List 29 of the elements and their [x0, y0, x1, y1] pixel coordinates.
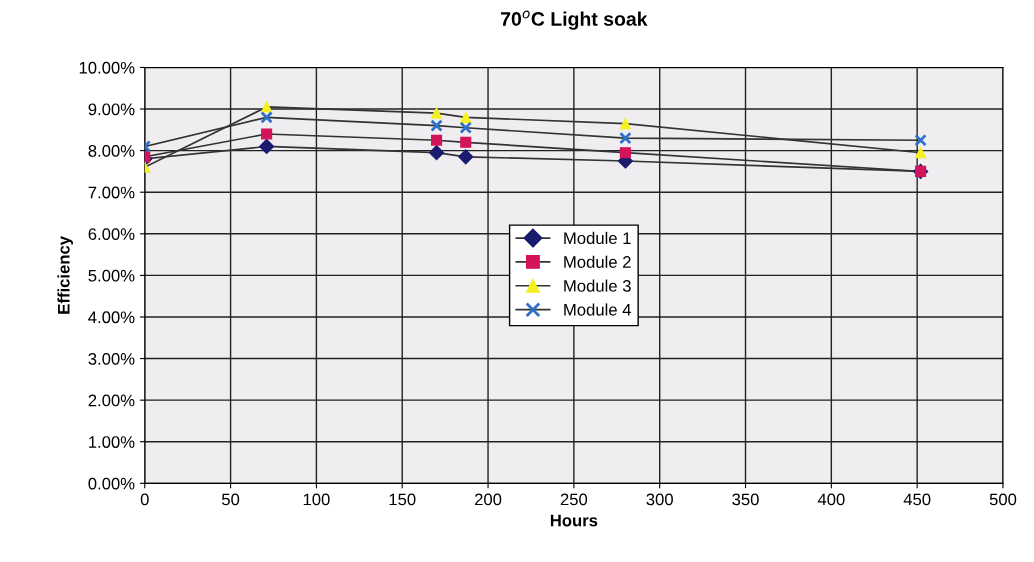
legend-label: Module 4 [564, 303, 631, 316]
legend-label: Module 3 [564, 279, 631, 292]
y-tick-label: 7.00% [88, 186, 135, 199]
x-tick-label: 350 [732, 493, 759, 506]
y-tick-label: 5.00% [88, 269, 135, 282]
y-tick-label: 0.00% [88, 477, 135, 490]
x-tick-label: 50 [221, 493, 240, 506]
y-tick-label: 6.00% [88, 228, 135, 240]
y-tick-label: 9.00% [88, 103, 135, 116]
y-tick-label: 4.00% [88, 311, 135, 324]
chart-title: 70$^{o}$C Light soak [501, 10, 648, 30]
legend-label: Module 2 [564, 255, 631, 268]
x-axis-title: Hours [550, 514, 598, 527]
legend-label: Module 1 [564, 231, 631, 245]
y-tick-label: 3.00% [88, 352, 135, 365]
x-tick-label: 500 [989, 493, 1017, 506]
x-tick-label: 200 [474, 493, 502, 506]
x-tick-label: 150 [389, 493, 416, 506]
x-tick-label: 250 [560, 493, 588, 506]
x-tick-label: 0 [140, 493, 149, 506]
y-axis-title: Efficiency [57, 236, 73, 314]
y-tick-label: 10.00% [79, 61, 135, 74]
y-tick-label: 8.00% [88, 145, 135, 157]
x-tick-label: 400 [817, 493, 845, 506]
x-tick-label: 100 [303, 493, 330, 506]
y-tick-label: 2.00% [88, 394, 135, 407]
y-tick-label: 1.00% [89, 436, 135, 448]
x-tick-label: 300 [646, 493, 673, 506]
x-tick-label: 450 [903, 493, 931, 506]
